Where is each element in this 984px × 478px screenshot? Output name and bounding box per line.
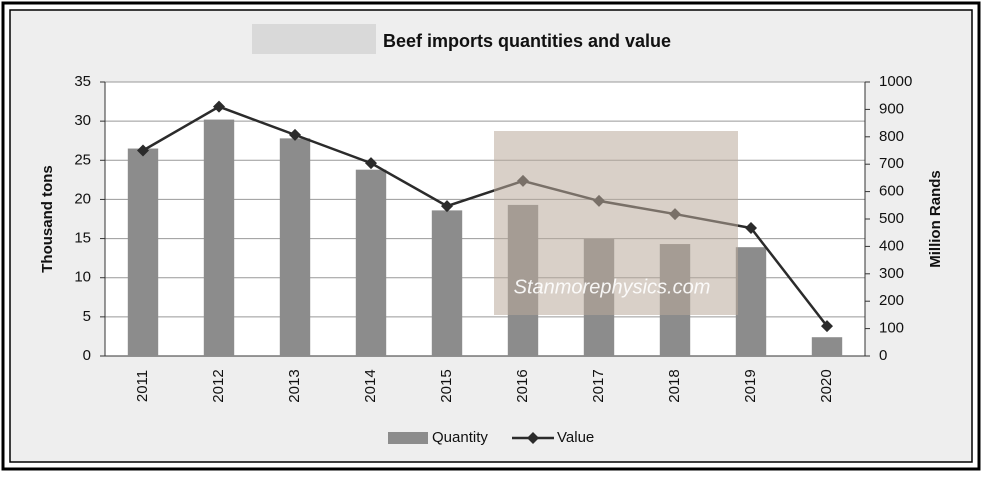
y2-tick-label: 500 — [879, 210, 904, 227]
y2-axis-label: Million Rands — [927, 170, 944, 268]
x-tick-label: 2019 — [742, 369, 759, 402]
bar — [280, 138, 310, 356]
y-tick-label: 5 — [83, 308, 91, 325]
legend-swatch — [388, 432, 428, 444]
watermark: Stanmorephysics.com — [514, 276, 711, 298]
x-tick-label: 2011 — [134, 370, 151, 402]
y-tick-label: 25 — [74, 151, 91, 168]
x-tick-label: 2012 — [210, 369, 227, 402]
x-tick-label: 2020 — [818, 369, 835, 402]
y-tick-label: 35 — [74, 73, 91, 90]
y-tick-label: 30 — [74, 112, 91, 129]
y2-tick-label: 400 — [879, 237, 904, 254]
y-tick-label: 10 — [74, 269, 91, 286]
x-tick-label: 2014 — [362, 369, 379, 402]
legend-label: Quantity — [432, 429, 488, 446]
y2-tick-label: 700 — [879, 155, 904, 172]
bar — [736, 247, 766, 356]
y2-tick-label: 0 — [879, 347, 887, 364]
y-tick-label: 15 — [74, 230, 91, 247]
bar — [432, 210, 462, 356]
y2-tick-label: 900 — [879, 100, 904, 117]
bar — [812, 337, 842, 356]
y-tick-label: 0 — [83, 347, 91, 364]
y2-tick-label: 200 — [879, 292, 904, 309]
legend-label: Value — [557, 429, 594, 446]
y2-tick-label: 800 — [879, 128, 904, 145]
y2-tick-label: 600 — [879, 183, 904, 200]
y-axis-label: Thousand tons — [39, 165, 56, 273]
x-tick-label: 2015 — [438, 369, 455, 402]
x-tick-label: 2013 — [286, 369, 303, 402]
bar — [128, 149, 158, 356]
bar — [204, 120, 234, 356]
chart-title: Beef imports quantities and value — [383, 31, 671, 51]
x-tick-label: 2017 — [590, 369, 607, 402]
y-tick-label: 20 — [74, 190, 91, 207]
y2-tick-label: 100 — [879, 320, 904, 337]
bar — [356, 170, 386, 356]
x-tick-label: 2018 — [666, 369, 683, 402]
y2-tick-label: 300 — [879, 265, 904, 282]
chart: Beef imports quantities and value Thousa… — [0, 0, 984, 473]
redaction — [252, 24, 376, 54]
y2-tick-label: 1000 — [879, 73, 912, 90]
x-tick-label: 2016 — [514, 369, 531, 402]
